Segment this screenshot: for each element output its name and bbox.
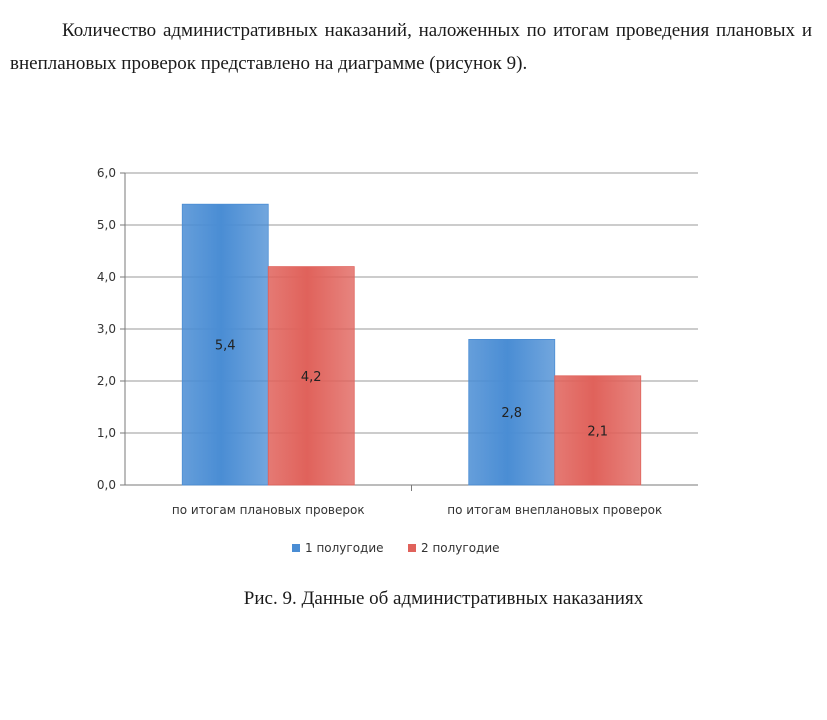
y-tick-label: 0,0 bbox=[97, 478, 116, 492]
y-tick-label: 5,0 bbox=[97, 218, 116, 232]
bar bbox=[554, 375, 642, 486]
bar bbox=[267, 266, 355, 486]
y-tick-label: 2,0 bbox=[97, 374, 116, 388]
y-tick-label: 1,0 bbox=[97, 426, 116, 440]
bar-data-label: 2,1 bbox=[587, 424, 608, 439]
legend-swatch bbox=[408, 544, 416, 552]
y-tick-label: 3,0 bbox=[97, 322, 116, 336]
x-category-label: по итогам внеплановых проверок bbox=[447, 503, 662, 517]
y-tick-label: 4,0 bbox=[97, 270, 116, 284]
bar bbox=[468, 338, 556, 486]
figure-caption: Рис. 9. Данные об административных наказ… bbox=[0, 588, 827, 610]
figure-caption-text: Рис. 9. Данные об административных наказ… bbox=[243, 588, 644, 609]
bar-data-label: 4,2 bbox=[301, 370, 322, 385]
bar-chart: 0,0 1,0 2,0 3,0 4,0 5,0 6,0 5,4 4,2 по итогам пла… bbox=[60, 155, 740, 575]
x-category-label: по итогам плановых проверок bbox=[172, 503, 365, 517]
legend-label: 2 полугодие bbox=[421, 541, 500, 555]
legend-swatch bbox=[292, 544, 300, 552]
chart-canvas: 0,0 1,0 2,0 3,0 4,0 5,0 6,0 5,4 4,2 по итогам пла… bbox=[97, 166, 698, 555]
legend-label: 1 полугодие bbox=[305, 541, 384, 555]
body-paragraph: Количество административных наказаний, н… bbox=[10, 20, 812, 74]
y-tick-label: 6,0 bbox=[97, 166, 116, 180]
bar-data-label: 2,8 bbox=[501, 406, 522, 421]
bar bbox=[181, 203, 269, 486]
bar-data-label: 5,4 bbox=[215, 339, 236, 354]
